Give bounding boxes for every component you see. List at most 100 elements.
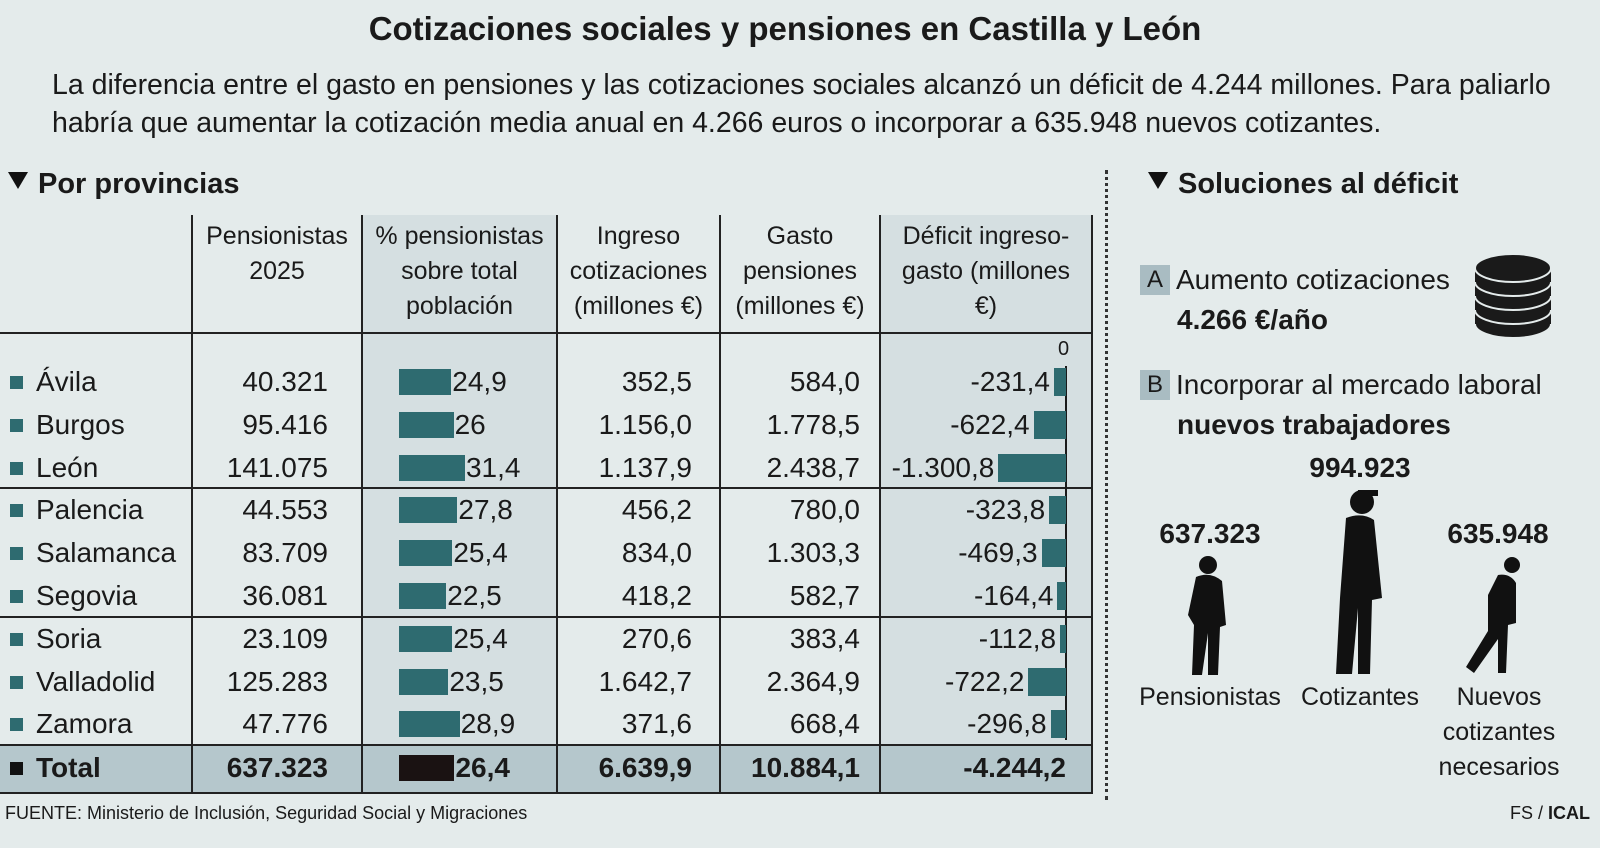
pensionistas-value: 40.321 (242, 366, 328, 397)
badge-b: B (1140, 370, 1170, 400)
ingreso-value: 456,2 (621, 494, 692, 526)
credit-fs: FS / (1509, 803, 1543, 823)
triangle-down-icon (8, 172, 28, 189)
pct-bar (399, 668, 449, 695)
pensionistas-value: 23.109 (242, 622, 328, 654)
gasto-value: 582,7 (789, 580, 860, 611)
pensionistas-value: 125.283 (226, 665, 328, 697)
province-marker-icon (10, 376, 23, 389)
credit-agency: ICAL (1548, 803, 1590, 823)
province-marker-icon (10, 632, 23, 646)
col-header-gasto: Gasto pensiones (millones €) (735, 222, 865, 320)
people-label-pensionistas: Pensionistas (1139, 683, 1281, 711)
province-marker-icon (10, 675, 23, 689)
col-header-pensionistas: Pensionistas 2025 (206, 222, 348, 285)
pct-value: 26 (454, 408, 486, 440)
deficit-bar (998, 453, 1066, 482)
people-number-cotizantes: 994.923 (1309, 452, 1411, 483)
gasto-value: 584,0 (789, 366, 860, 397)
solution-b-value: nuevos trabajadores (1177, 409, 1451, 440)
ingreso-value: 418,2 (621, 580, 692, 611)
deficit-value: -164,4 (974, 580, 1054, 611)
dotted-separator (1105, 170, 1108, 800)
elderly-person-icon (1188, 556, 1226, 675)
deficit-bar (1041, 539, 1066, 568)
total-row-bg (0, 745, 1092, 792)
worker-person-icon (1336, 490, 1382, 674)
gasto-value: 2.364,9 (766, 665, 860, 697)
col-divider (556, 215, 558, 794)
pct-bar (399, 625, 453, 652)
pct-bar (399, 583, 447, 609)
col-divider (879, 215, 881, 794)
deficit-bar (1028, 667, 1066, 696)
triangle-down-icon (1148, 172, 1168, 189)
ingreso-value: 1.137,9 (598, 451, 692, 483)
people-number-pensionistas: 637.323 (1159, 518, 1261, 549)
province-marker-icon (10, 504, 23, 518)
ingreso-value: 6.639,9 (598, 752, 692, 783)
province-name: Soria (36, 622, 102, 654)
gasto-value: 1.778,5 (766, 408, 860, 440)
pct-value: 25,4 (453, 537, 508, 569)
group-divider (0, 487, 1092, 489)
province-marker-icon (10, 461, 23, 475)
deficit-axis-line (1065, 366, 1067, 740)
pct-bar (399, 369, 452, 395)
ingreso-value: 371,6 (621, 708, 692, 740)
ingreso-value: 352,5 (621, 366, 692, 397)
subtitle: La diferencia entre el gasto en pensione… (52, 69, 1551, 139)
pensionistas-value: 83.709 (242, 537, 328, 569)
people-number-nuevos: 635.948 (1447, 518, 1549, 549)
col-divider (1091, 215, 1093, 794)
header-divider (0, 332, 1092, 334)
section-soluciones: Soluciones al déficit (1148, 168, 1458, 201)
deficit-value: -1.300,8 (891, 451, 995, 483)
pct-value: 27,8 (458, 494, 513, 526)
col-header-deficit: Déficit ingreso-gasto (millones €) (901, 222, 1071, 320)
pensionistas-value: 95.416 (242, 408, 328, 440)
solution-b-label: Incorporar al mercado laboral (1176, 369, 1542, 400)
solution-b: B Incorporar al mercado laboral nuevos tr… (1140, 365, 1542, 445)
pct-bar (399, 540, 453, 567)
province-name: Ávila (36, 366, 97, 397)
deficit-value: -112,8 (978, 622, 1057, 654)
deficit-value: -622,4 (950, 408, 1030, 440)
walking-person-icon (1466, 557, 1520, 673)
pensionistas-value: 47.776 (242, 708, 328, 740)
pensionistas-value: 44.553 (242, 494, 328, 526)
col-divider (361, 215, 363, 794)
pct-value: 28,9 (460, 708, 516, 740)
deficit-axis-zero-label: 0 (1058, 338, 1070, 360)
coins-icon (1474, 253, 1552, 339)
ingreso-value: 1.156,0 (598, 408, 692, 440)
province-marker-icon (10, 547, 23, 561)
deficit-bar (1057, 582, 1066, 610)
deficit-value: -722,2 (945, 665, 1025, 697)
deficit-value: -4.244,2 (963, 752, 1066, 783)
deficit-value: -231,4 (970, 366, 1050, 397)
badge-a: A (1140, 265, 1170, 295)
col-header-ingreso: Ingreso cotizaciones (millones €) (569, 222, 708, 320)
pct-value: 31,4 (465, 451, 521, 483)
pensionistas-value: 141.075 (226, 451, 328, 483)
section-title: Por provincias (38, 168, 240, 200)
province-name: Burgos (36, 408, 125, 440)
province-name: Palencia (36, 494, 144, 526)
pct-value: 23,5 (449, 665, 504, 697)
page-title: Cotizaciones sociales y pensiones en Cas… (368, 10, 1202, 47)
province-name: Salamanca (36, 537, 177, 569)
province-name: Valladolid (36, 665, 156, 697)
deficit-bar (1060, 624, 1066, 653)
deficit-bar (1053, 368, 1066, 396)
solution-a-label: Aumento cotizaciones (1176, 264, 1450, 295)
province-marker-icon (10, 418, 23, 432)
gasto-value: 2.438,7 (766, 451, 860, 483)
pct-value: 26,4 (455, 752, 510, 783)
pct-bar (399, 497, 458, 524)
gasto-value: 10.884,1 (751, 752, 860, 783)
province-marker-icon (10, 718, 23, 732)
col-divider (719, 215, 721, 794)
province-name: León (36, 451, 99, 483)
province-name: Segovia (36, 580, 138, 611)
